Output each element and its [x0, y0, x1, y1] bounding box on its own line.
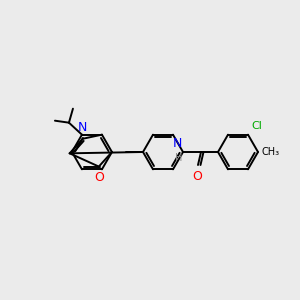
Text: O: O	[94, 171, 104, 184]
Text: N: N	[172, 137, 182, 150]
Text: H: H	[175, 153, 182, 163]
Text: CH₃: CH₃	[261, 147, 279, 157]
Text: O: O	[192, 170, 202, 183]
Text: N: N	[78, 121, 88, 134]
Text: Cl: Cl	[251, 121, 262, 131]
